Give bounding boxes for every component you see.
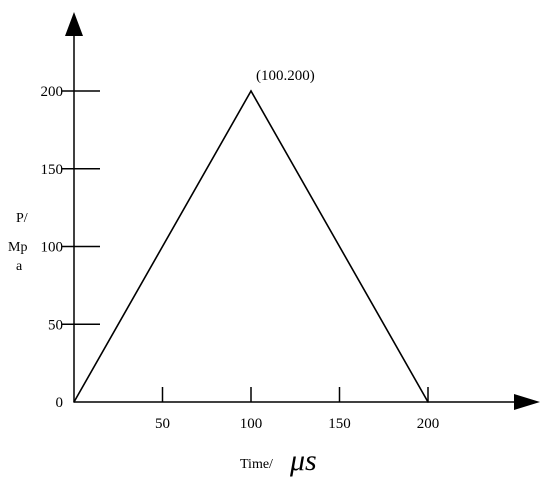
y-tick-label: 50 (48, 317, 63, 333)
data-point (250, 90, 252, 92)
x-axis-arrow (514, 394, 540, 410)
axes (65, 12, 540, 410)
x-tick-label: 100 (240, 416, 263, 432)
x-axis-unit: μs (289, 444, 317, 477)
pressure-series-line (73, 89, 429, 403)
ticks: 0 50 100 150 200 50 100 150 200 (41, 84, 440, 432)
x-tick-label: 50 (155, 416, 170, 432)
x-tick-label: 150 (328, 416, 351, 432)
series (73, 89, 429, 403)
data-point (73, 401, 75, 403)
y-axis-label-line-3: a (16, 259, 23, 274)
peak-annotation: (100.200) (256, 68, 315, 84)
x-axis-label: Time/ (240, 457, 273, 472)
y-axis-arrow (65, 12, 83, 36)
y-tick-label: 150 (41, 162, 64, 178)
y-axis-label-line-2: Mp (8, 240, 27, 255)
data-point (427, 401, 429, 403)
y-axis-label-line-1: P/ (16, 211, 28, 226)
y-tick-label: 100 (41, 240, 64, 256)
y-tick-label: 200 (41, 84, 64, 100)
y-tick-label: 0 (56, 395, 64, 411)
x-tick-label: 200 (417, 416, 440, 432)
